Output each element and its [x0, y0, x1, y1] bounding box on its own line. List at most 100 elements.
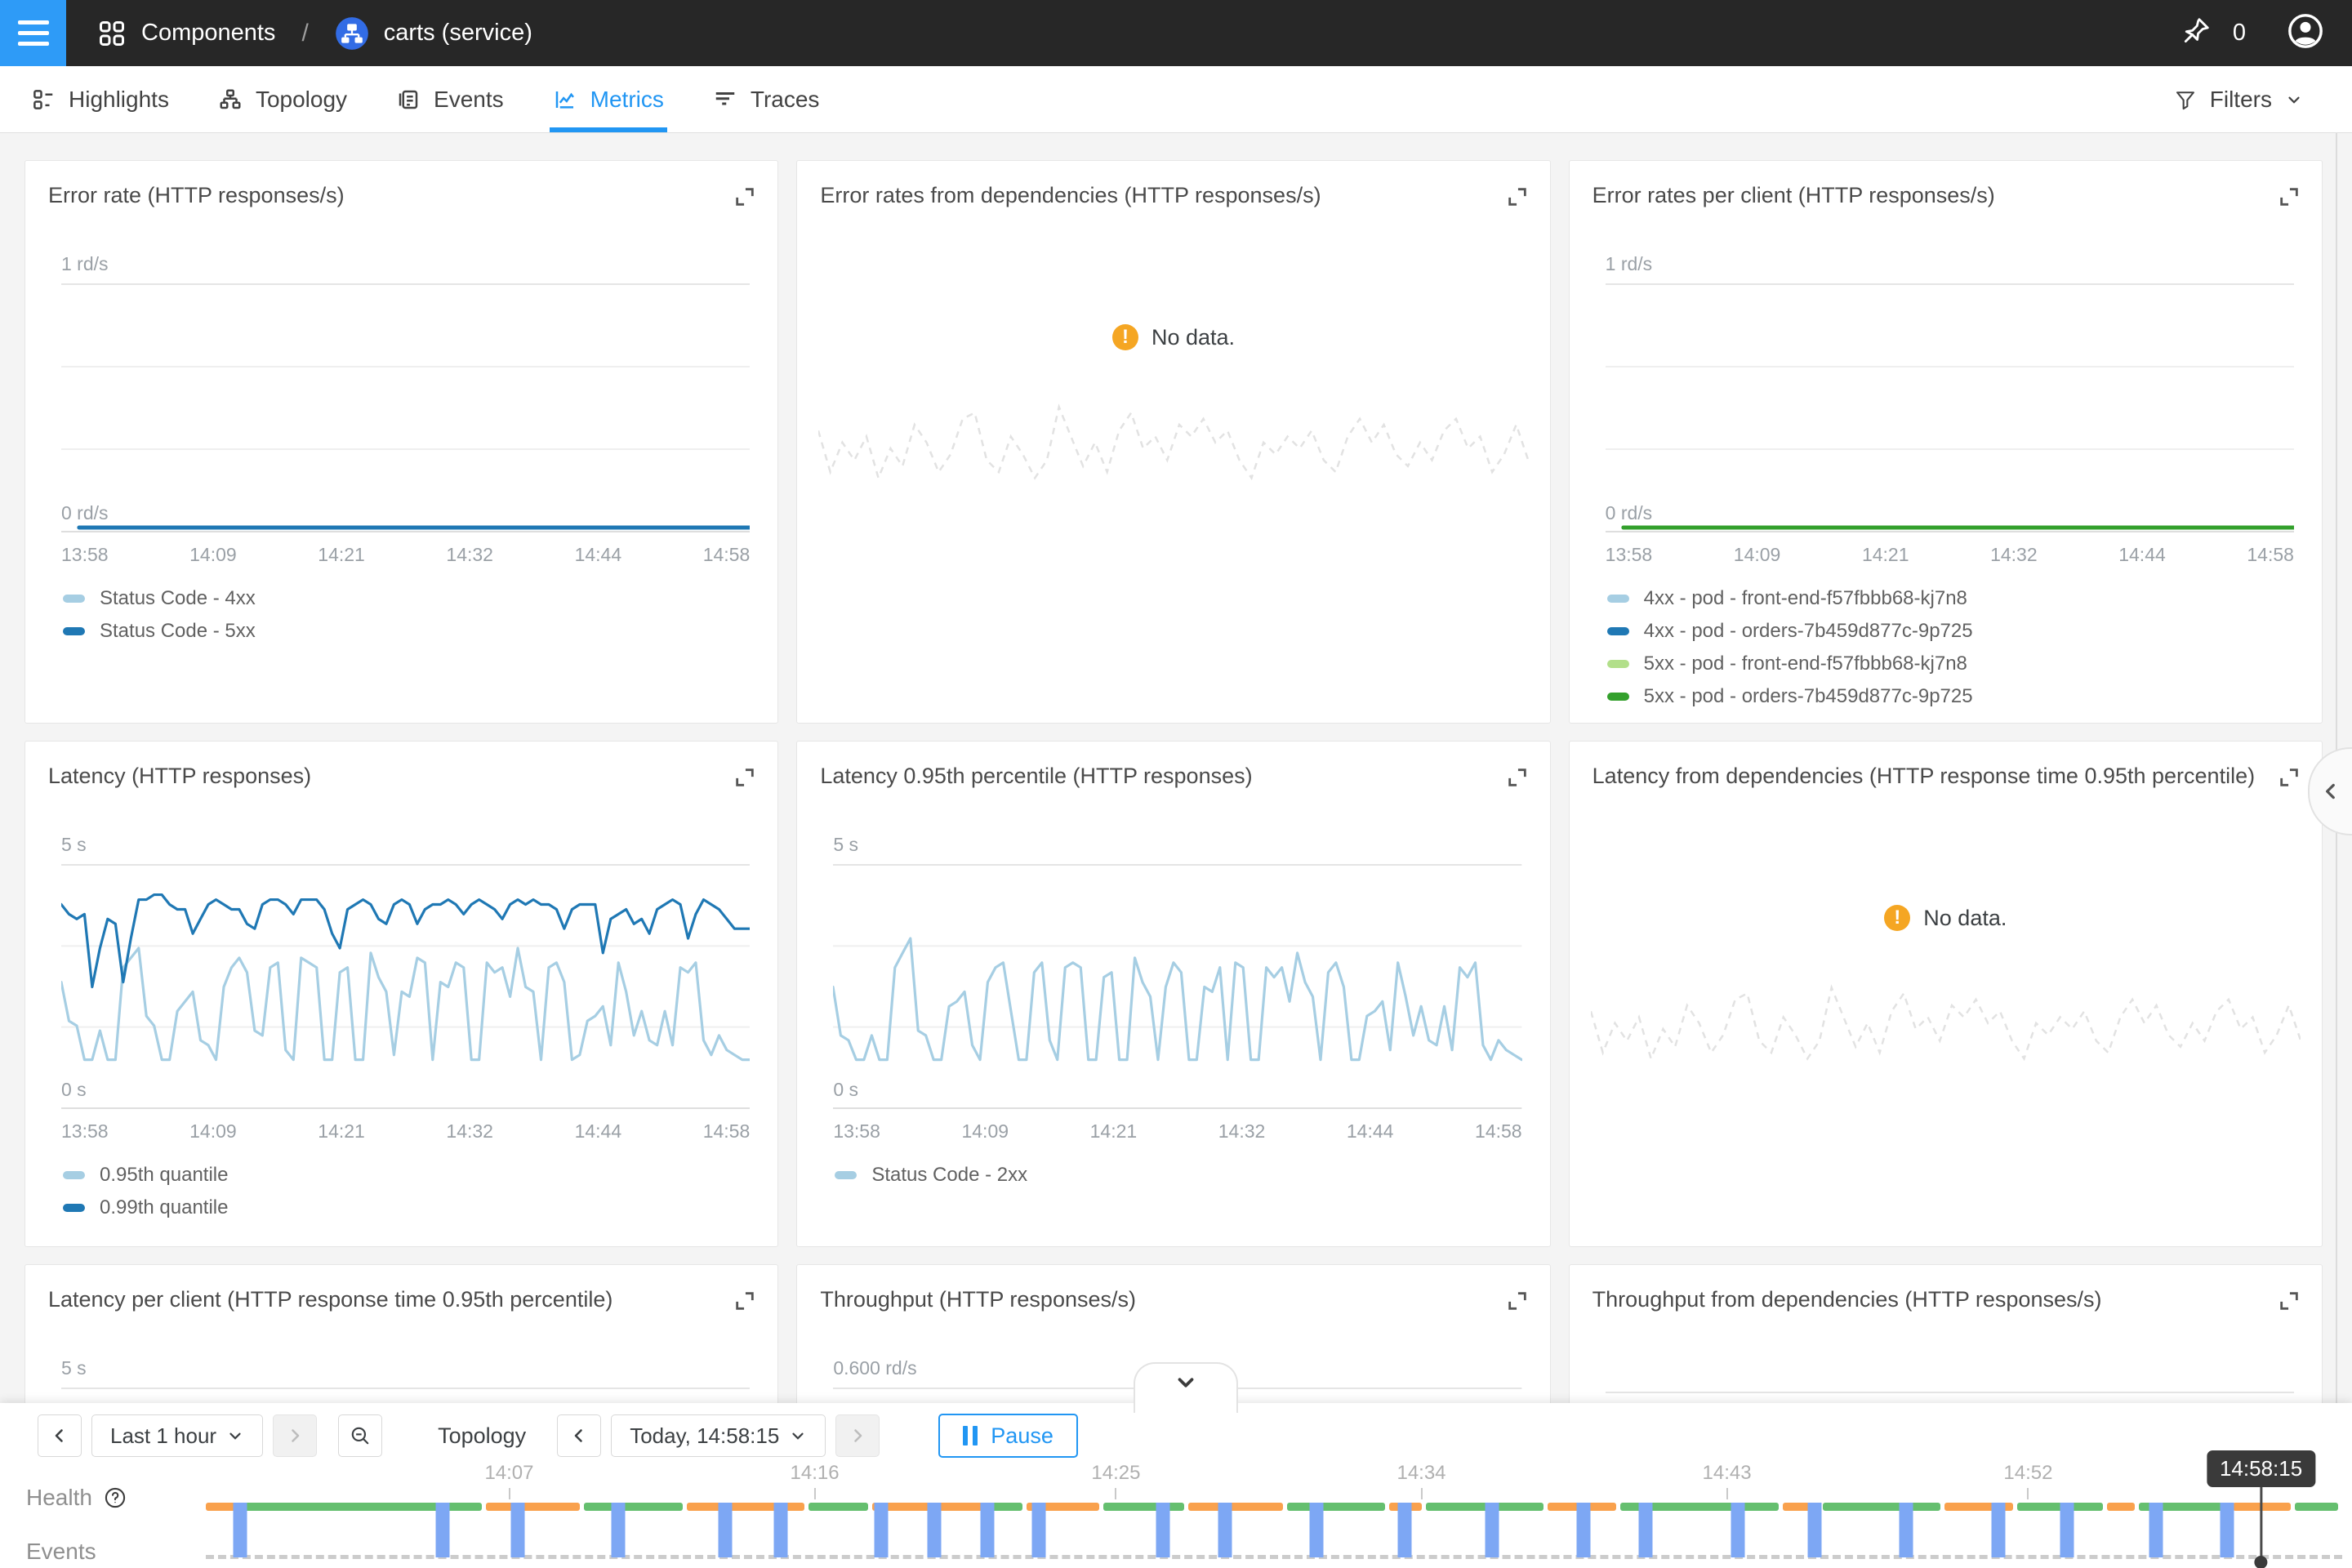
chevron-right-icon — [854, 1429, 862, 1442]
hamburger-icon — [17, 20, 49, 46]
pin-icon[interactable] — [2180, 16, 2212, 51]
legend-item[interactable]: 0.99th quantile — [63, 1196, 777, 1219]
expand-chart-icon[interactable] — [1506, 185, 1529, 212]
event-bar — [435, 1503, 450, 1557]
legend-item[interactable]: 4xx - pod - front-end-f57fbbb68-kj7n8 — [1606, 587, 2322, 610]
event-bar — [927, 1503, 942, 1557]
breadcrumb-separator: / — [301, 19, 309, 47]
chart-title: Error rates from dependencies (HTTP resp… — [820, 183, 1321, 207]
legend-item[interactable]: 5xx - pod - front-end-f57fbbb68-kj7n8 — [1606, 653, 2322, 675]
chart-legend: 4xx - pod - front-end-f57fbbb68-kj7n8 4xx… — [1606, 587, 2322, 708]
x-tick-label: 14:58 — [702, 544, 751, 566]
legend-label: Status Code - 4xx — [100, 587, 256, 610]
legend-label: 4xx - pod - orders-7b459d877c-9p725 — [1643, 620, 1973, 643]
tab-highlights[interactable]: Highlights — [31, 66, 169, 132]
expand-chart-icon[interactable] — [2278, 766, 2301, 793]
tab-topology[interactable]: Topology — [218, 66, 347, 132]
topology-time-forward-button[interactable] — [835, 1414, 880, 1457]
legend-swatch — [1606, 660, 1629, 669]
no-data-placeholder — [1591, 942, 2301, 1089]
warning-icon: ! — [1884, 905, 1911, 931]
chevron-left-icon — [2326, 783, 2335, 800]
expand-chart-icon[interactable] — [733, 766, 756, 793]
legend-item[interactable]: 5xx - pod - orders-7b459d877c-9p725 — [1606, 685, 2322, 708]
event-bar — [1397, 1503, 1412, 1557]
panel-divider — [2336, 132, 2337, 1568]
tab-events[interactable]: Events — [396, 66, 504, 132]
health-timeline[interactable] — [206, 1503, 2342, 1511]
user-avatar-icon[interactable] — [2287, 12, 2324, 54]
health-segment — [686, 1503, 804, 1511]
legend-label: 5xx - pod - front-end-f57fbbb68-kj7n8 — [1643, 653, 1967, 675]
y-min-label: 0 rd/s — [1605, 502, 1653, 524]
no-data-message: ! No data. — [797, 324, 1549, 350]
playhead-time-badge: 14:58:15 — [2206, 1450, 2316, 1487]
metrics-panel: Error rate (HTTP responses/s) 1 rd/s 0 rd/… — [0, 132, 2352, 1403]
chevron-down-icon — [1178, 1378, 1194, 1388]
event-bar — [718, 1503, 733, 1557]
breadcrumb-components[interactable]: Components — [141, 20, 276, 46]
events-icon — [399, 90, 418, 109]
collapse-bottom-panel-button[interactable] — [1134, 1362, 1238, 1413]
chart-title: Latency from dependencies (HTTP response… — [1592, 764, 2256, 788]
health-row-label: Health — [26, 1485, 92, 1510]
chevron-right-icon — [292, 1429, 300, 1442]
x-tick-label: 14:58 — [702, 1120, 751, 1143]
chevron-left-icon — [55, 1429, 63, 1442]
legend-item[interactable]: 4xx - pod - orders-7b459d877c-9p725 — [1606, 620, 2322, 643]
y-max-label: 1 rd/s — [1605, 253, 1653, 274]
y-max-label: 0.600 rd/s — [833, 1357, 917, 1379]
expand-chart-icon[interactable] — [2278, 185, 2301, 212]
time-range-back-button[interactable] — [38, 1414, 82, 1457]
timeline-track[interactable]: 14:58:15 14:07 14:16 14:25 14:34 14:43 14:52 — [206, 1450, 2342, 1568]
breadcrumb-entity[interactable]: carts (service) — [383, 20, 532, 46]
legend-item[interactable]: Status Code - 2xx — [835, 1164, 1549, 1187]
event-bar — [1807, 1503, 1822, 1557]
pause-button[interactable]: Pause — [938, 1414, 1078, 1458]
time-range-forward-button[interactable] — [273, 1414, 318, 1457]
zoom-out-icon — [351, 1427, 369, 1445]
x-tick-label: 13:58 — [61, 544, 109, 566]
chevron-down-icon — [792, 1432, 804, 1440]
x-tick-label: 14:09 — [189, 544, 237, 566]
health-segment — [1619, 1503, 1779, 1511]
legend-item[interactable]: Status Code - 5xx — [63, 620, 777, 643]
time-range-select[interactable]: Last 1 hour — [91, 1414, 264, 1457]
topology-datetime-select[interactable]: Today, 14:58:15 — [611, 1414, 826, 1457]
tab-metrics[interactable]: Metrics — [549, 66, 668, 132]
filters-button[interactable]: Filters — [2174, 87, 2303, 113]
timeline-tick: 14:16 — [791, 1462, 840, 1499]
help-icon[interactable] — [104, 1486, 127, 1509]
topology-time-label: Topology — [438, 1423, 527, 1448]
legend-item[interactable]: 0.95th quantile — [63, 1164, 777, 1187]
expand-chart-icon[interactable] — [1506, 766, 1529, 793]
health-segment — [1286, 1503, 1386, 1511]
legend-swatch — [63, 595, 85, 604]
expand-chart-icon[interactable] — [1506, 1290, 1529, 1316]
event-bar — [1485, 1503, 1499, 1557]
chart-plot — [1606, 283, 2294, 532]
hamburger-menu-button[interactable] — [0, 0, 66, 66]
expand-chart-icon[interactable] — [2278, 1290, 2301, 1316]
expand-chart-icon[interactable] — [733, 185, 756, 212]
event-bar — [1309, 1503, 1324, 1557]
metric-card: Latency from dependencies (HTTP response… — [1568, 741, 2323, 1247]
legend-item[interactable]: Status Code - 4xx — [63, 587, 777, 610]
metric-card: Error rate (HTTP responses/s) 1 rd/s 0 rd/… — [24, 160, 779, 724]
timeline-bar: Last 1 hour Topology Today, 14:58:15 — [0, 1403, 2352, 1568]
zoom-out-button[interactable] — [338, 1414, 383, 1457]
chart-title: Throughput (HTTP responses/s) — [820, 1287, 1136, 1312]
x-tick-label: 14:32 — [446, 544, 493, 566]
x-tick-label: 14:44 — [1346, 1120, 1394, 1143]
chart-plot — [61, 1388, 750, 1403]
warning-icon: ! — [1111, 324, 1138, 350]
tab-traces[interactable]: Traces — [713, 66, 819, 132]
expand-chart-icon[interactable] — [733, 1290, 756, 1316]
event-bar — [611, 1503, 626, 1557]
chart-title: Error rates per client (HTTP responses/s… — [1592, 183, 1995, 207]
topology-time-back-button[interactable] — [557, 1414, 602, 1457]
health-segment — [1026, 1503, 1099, 1511]
event-bar — [980, 1503, 995, 1557]
timeline-playhead[interactable]: 14:58:15 — [2206, 1450, 2316, 1568]
x-tick-label: 14:44 — [574, 1120, 622, 1143]
